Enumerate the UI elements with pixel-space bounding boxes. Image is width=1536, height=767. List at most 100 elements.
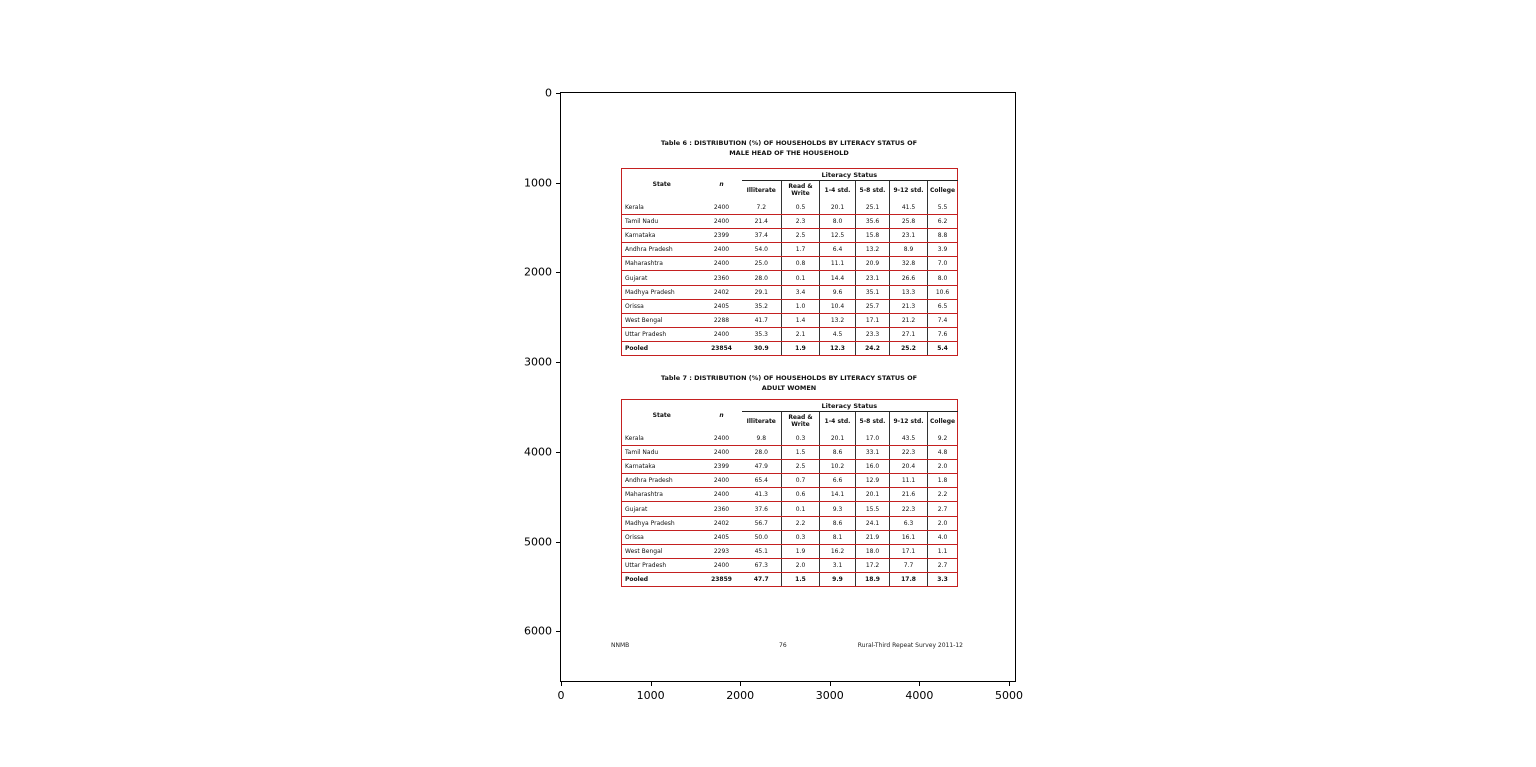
- footer-survey-name: Rural-Third Repeat Survey 2011-12: [857, 642, 963, 649]
- value-cell: 0.3: [781, 432, 820, 447]
- value-cell: 25.2: [889, 341, 928, 357]
- value-cell: 23854: [701, 341, 742, 357]
- value-cell: 0.6: [781, 487, 820, 503]
- value-cell: 14.1: [819, 487, 856, 503]
- value-cell: 10.4: [819, 299, 856, 314]
- value-cell: 17.2: [855, 558, 890, 573]
- value-cell: 9.2: [926, 432, 958, 447]
- state-cell: Andhra Pradesh: [621, 473, 702, 489]
- value-cell: 1.9: [781, 544, 820, 559]
- table-row: Uttar Pradesh 2400 35.3 2.1 4.5 23.3 27.1 7.6: [621, 327, 958, 342]
- state-cell: Maharashtra: [621, 256, 702, 272]
- value-cell: 18.0: [855, 544, 890, 559]
- value-cell: 28.0: [741, 270, 782, 286]
- value-cell: 9.9: [819, 572, 856, 588]
- value-cell: 3.9: [926, 242, 958, 258]
- value-cell: 6.2: [926, 214, 958, 230]
- value-cell: 0.5: [781, 201, 820, 216]
- table-row: Pooled 23859 47.7 1.5 9.9 18.9 17.8 3.3: [621, 572, 958, 588]
- table-row: Kerala 2400 7.2 0.5 20.1 25.1 41.5 5.5: [621, 201, 958, 216]
- table7-container: State n Literacy Status Illiterate Read & Wr…: [621, 399, 959, 588]
- value-cell: 2400: [701, 487, 742, 503]
- value-cell: 9.6: [819, 285, 856, 300]
- value-cell: 8.0: [819, 214, 856, 230]
- table-row: Maharashtra 2400 41.3 0.6 14.1 20.1 21.6 2.2: [621, 487, 958, 503]
- value-cell: 2400: [701, 327, 742, 342]
- value-cell: 35.1: [855, 285, 890, 300]
- value-cell: 17.0: [855, 432, 890, 447]
- value-cell: 2399: [701, 459, 742, 475]
- value-cell: 24.2: [855, 341, 890, 357]
- column-header: Illiterate: [746, 186, 776, 194]
- table-row: Andhra Pradesh 2400 54.0 1.7 6.4 13.2 8.9 3.9: [621, 242, 958, 258]
- y-tick-label: 1000: [524, 176, 552, 190]
- table-row: Madhya Pradesh 2402 56.7 2.2 8.6 24.1 6.3 2.0: [621, 516, 958, 531]
- value-cell: 2405: [701, 299, 742, 314]
- value-cell: 12.3: [819, 341, 856, 357]
- value-cell: 7.2: [741, 201, 782, 216]
- value-cell: 54.0: [741, 242, 782, 258]
- value-cell: 41.7: [741, 313, 782, 328]
- table-row: Gujarat 2360 37.6 0.1 9.3 15.5 22.3 2.7: [621, 501, 958, 517]
- value-cell: 22.3: [889, 445, 928, 461]
- x-tick-label: 5000: [995, 689, 1023, 702]
- value-cell: 2405: [701, 530, 742, 545]
- value-cell: 17.8: [889, 572, 928, 588]
- column-header: College: [926, 411, 958, 432]
- y-tick-mark: [556, 541, 561, 543]
- y-tick-label: 0: [545, 86, 552, 100]
- state-cell: Gujarat: [621, 501, 702, 517]
- state-cell: Orissa: [621, 299, 702, 314]
- table-row: Maharashtra 2400 25.0 0.8 11.1 20.9 32.8 7.0: [621, 256, 958, 272]
- table-row: Orissa 2405 35.2 1.0 10.4 25.7 21.3 6.5: [621, 299, 958, 314]
- table-row: Andhra Pradesh 2400 65.4 0.7 6.6 12.9 11.1 1.8: [621, 473, 958, 489]
- table-row: West Bengal 2288 41.7 1.4 13.2 17.1 21.2 7.4: [621, 313, 958, 328]
- value-cell: 22.3: [889, 501, 928, 517]
- group-header-literacy-status: Literacy Status: [741, 168, 958, 181]
- table6-title-line2: MALE HEAD OF THE HOUSEHOLD: [729, 148, 849, 157]
- value-cell: 29.1: [741, 285, 782, 300]
- value-cell: 0.7: [781, 473, 820, 489]
- value-cell: 12.5: [819, 228, 856, 244]
- y-tick-label: 2000: [524, 265, 552, 279]
- x-tick-label: 3000: [815, 689, 844, 702]
- table-row: Gujarat 2360 28.0 0.1 14.4 23.1 26.6 8.0: [621, 270, 958, 286]
- value-cell: 2400: [701, 473, 742, 489]
- x-tick-mark: [650, 681, 652, 686]
- column-header: 5-8 std.: [855, 180, 890, 201]
- value-cell: 25.1: [855, 201, 890, 216]
- value-cell: 27.1: [889, 327, 928, 342]
- value-cell: 21.4: [741, 214, 782, 230]
- value-cell: 1.7: [781, 242, 820, 258]
- value-cell: 16.2: [819, 544, 856, 559]
- value-cell: 16.0: [855, 459, 890, 475]
- value-cell: 6.5: [926, 299, 958, 314]
- y-tick-mark: [556, 362, 561, 364]
- value-cell: 0.1: [781, 501, 820, 517]
- value-cell: 2.5: [781, 459, 820, 475]
- value-cell: 1.5: [781, 445, 820, 461]
- table-row: Madhya Pradesh 2402 29.1 3.4 9.6 35.1 13.3 10.6: [621, 285, 958, 300]
- value-cell: 2288: [701, 313, 742, 328]
- value-cell: 9.8: [741, 432, 782, 447]
- value-cell: 2.5: [781, 228, 820, 244]
- value-cell: 2.2: [926, 487, 958, 503]
- x-tick-label: 1000: [636, 689, 665, 702]
- value-cell: 2.3: [781, 214, 820, 230]
- value-cell: 4.5: [819, 327, 856, 342]
- value-cell: 41.3: [741, 487, 782, 503]
- value-cell: 28.0: [741, 445, 782, 461]
- x-tick-mark: [740, 681, 742, 686]
- y-tick-mark: [556, 93, 561, 94]
- value-cell: 20.9: [855, 256, 890, 272]
- value-cell: 35.6: [855, 214, 890, 230]
- state-cell: Pooled: [621, 572, 702, 588]
- table-row: Karnataka 2399 47.9 2.5 10.2 16.0 20.4 2.0: [621, 459, 958, 475]
- value-cell: 25.7: [855, 299, 890, 314]
- value-cell: 41.5: [889, 201, 928, 216]
- value-cell: 24.1: [855, 516, 890, 531]
- value-cell: 25.0: [741, 256, 782, 272]
- value-cell: 9.3: [819, 501, 856, 517]
- value-cell: 15.8: [855, 228, 890, 244]
- value-cell: 30.9: [741, 341, 782, 357]
